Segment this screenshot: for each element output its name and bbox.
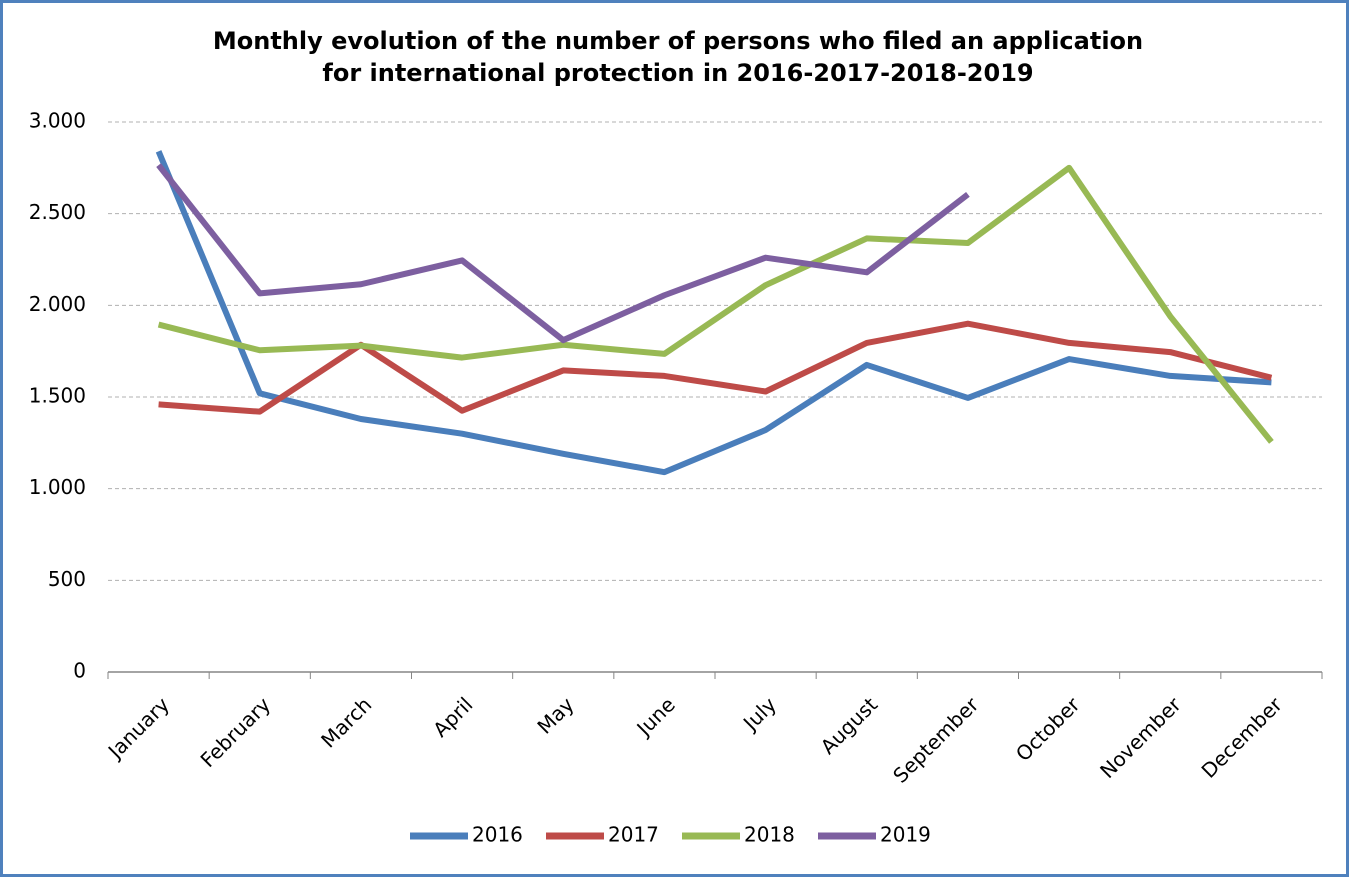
y-tick-label: 500 [48,567,86,591]
y-tick-label: 3.000 [29,109,86,133]
legend-label: 2019 [880,823,931,847]
legend-label: 2017 [608,823,659,847]
series-line [158,320,1273,415]
y-tick-label: 0 [73,659,86,683]
chart-title: Monthly evolution of the number of perso… [213,27,1143,55]
series-line [156,163,970,344]
series-line [157,164,1274,444]
y-tick-label: 1.500 [29,384,86,408]
chart-title: for international protection in 2016-201… [322,59,1033,87]
legend-label: 2016 [472,823,523,847]
legend-label: 2018 [744,823,795,847]
y-tick-label: 2.500 [29,200,86,224]
y-tick-label: 2.000 [29,292,86,316]
y-tick-label: 1.000 [29,475,86,499]
series-line [155,150,1272,476]
